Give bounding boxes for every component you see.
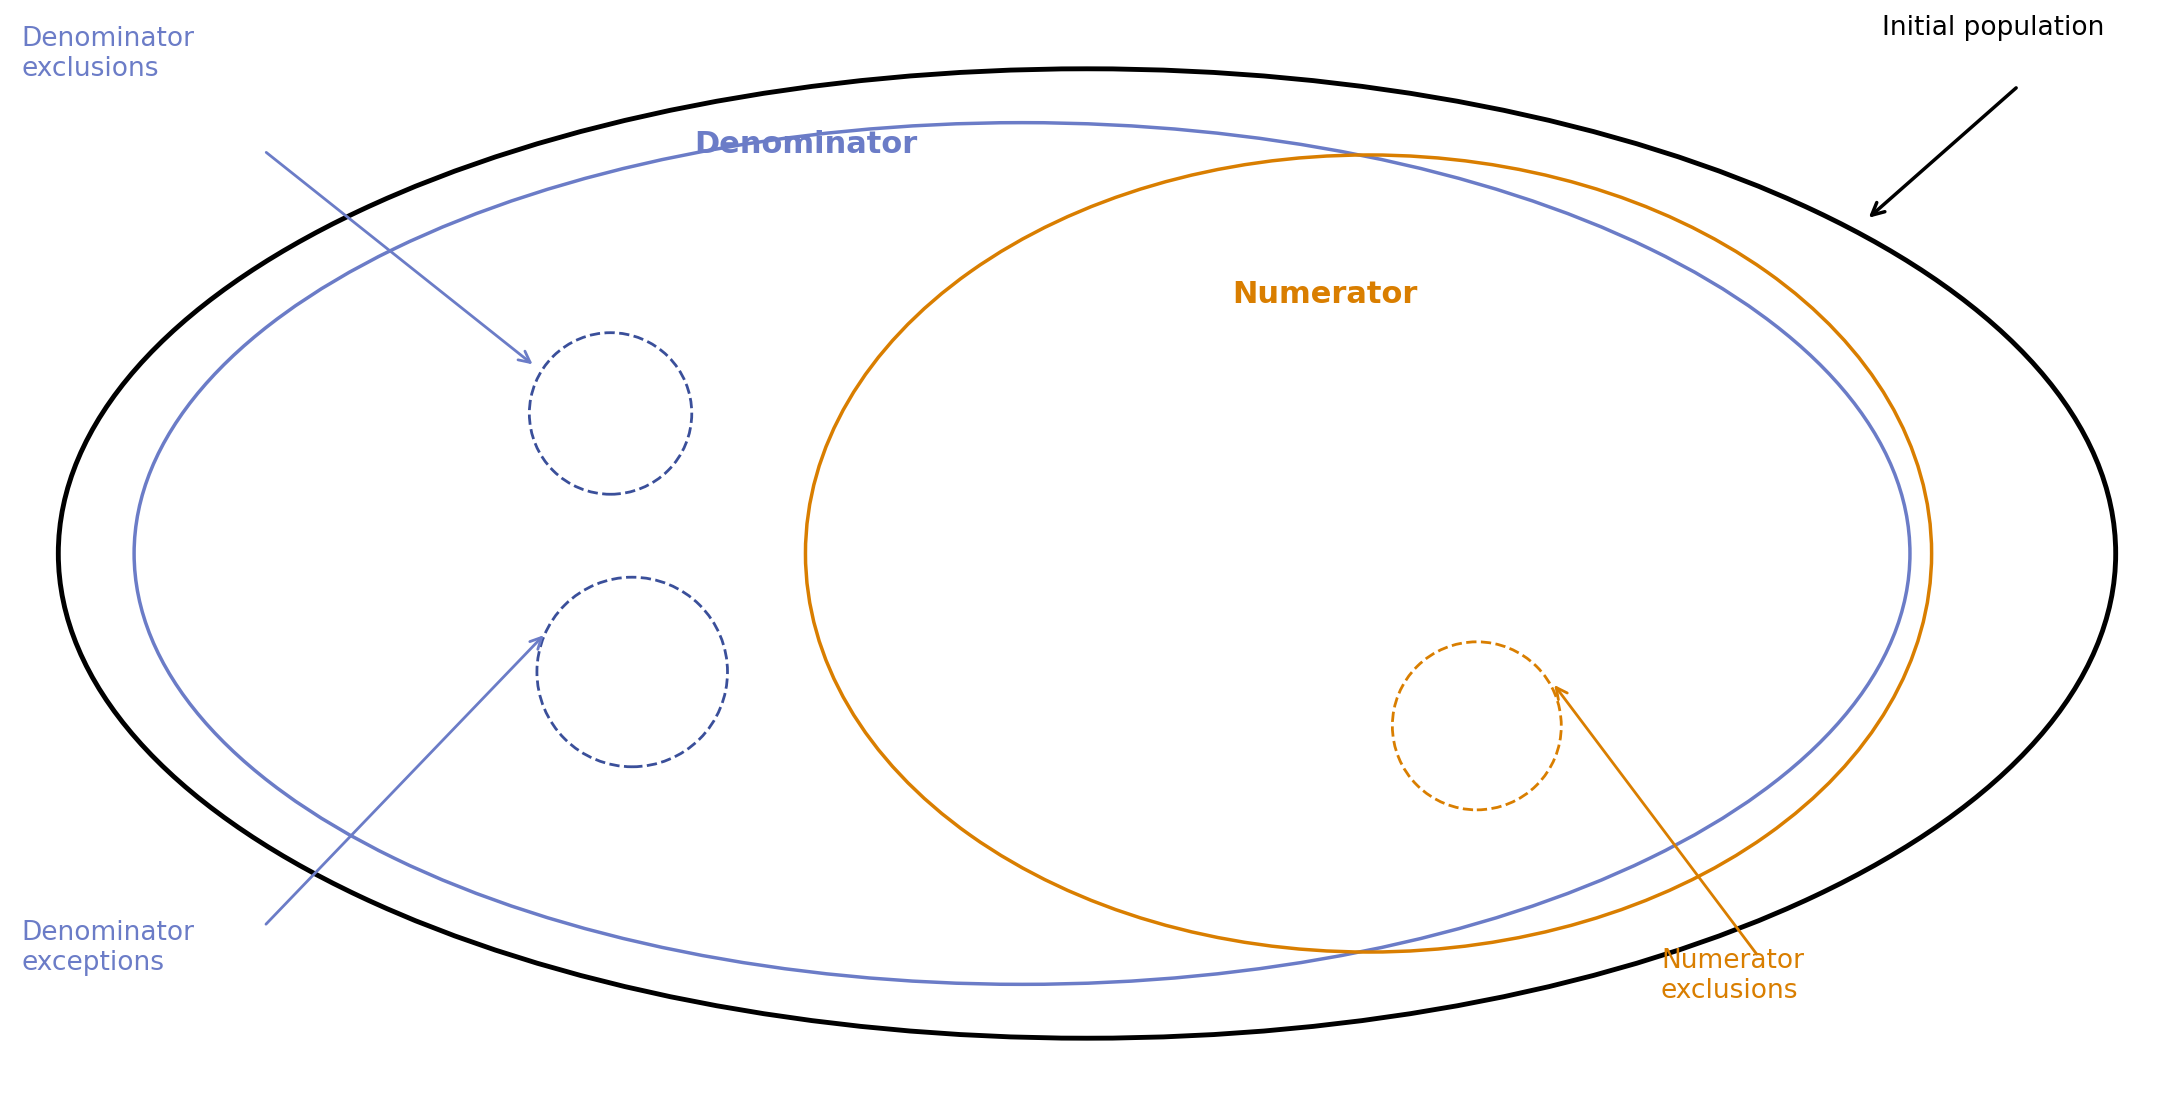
Text: Denominator
exceptions: Denominator exceptions	[22, 920, 193, 975]
Text: Numerator: Numerator	[1233, 280, 1417, 310]
Text: Denominator: Denominator	[694, 130, 917, 158]
Text: Initial population: Initial population	[1883, 14, 2104, 41]
Text: Numerator
exclusions: Numerator exclusions	[1661, 948, 1804, 1004]
Text: Denominator
exclusions: Denominator exclusions	[22, 25, 193, 82]
